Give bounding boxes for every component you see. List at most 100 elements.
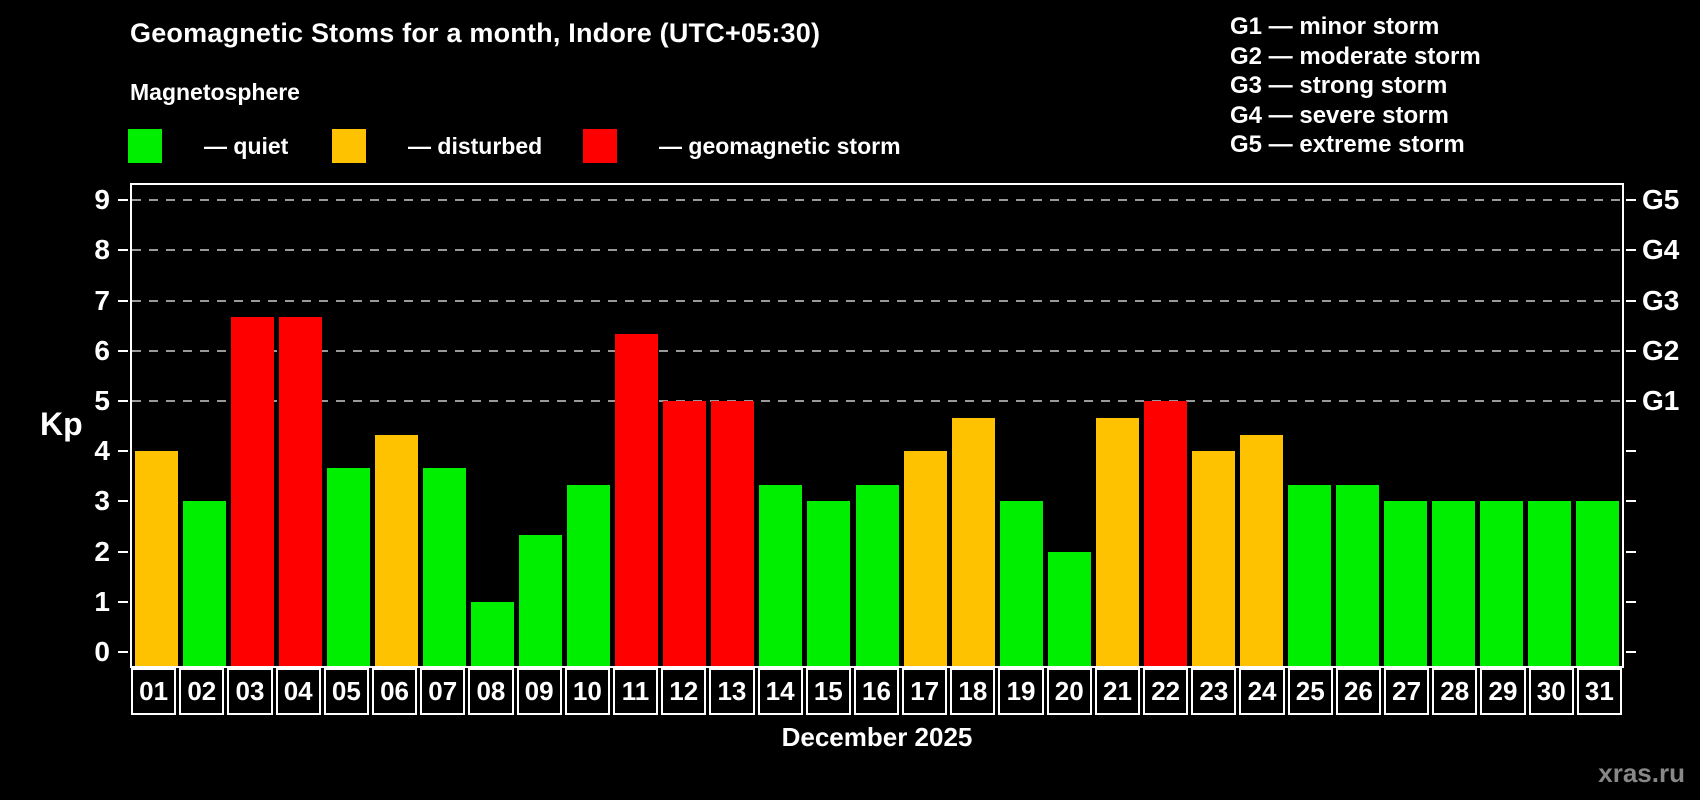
kp-axis-label: Kp	[40, 406, 83, 442]
right-axis-tick	[1626, 349, 1636, 352]
g-level-label: G2	[1642, 334, 1680, 366]
kp-bar-day-06	[374, 434, 418, 666]
legend-item-storm: — geomagnetic storm	[583, 128, 901, 164]
day-label-box: 28	[1432, 668, 1478, 715]
day-label-box: 16	[853, 668, 900, 715]
kp-bar-day-28	[1432, 501, 1476, 666]
right-axis-tick	[1626, 400, 1636, 402]
g-level-label: G5	[1642, 184, 1680, 216]
day-label-box: 19	[998, 668, 1044, 715]
y-axis-tick-label: 1	[94, 585, 110, 617]
day-label-box: 31	[1576, 668, 1622, 715]
kp-bar-day-15	[807, 501, 851, 666]
quiet-swatch-icon	[128, 129, 162, 163]
y-axis-tick-label: 7	[94, 284, 110, 316]
g-legend-line-g4: G4 — severe storm	[1230, 101, 1449, 129]
kp-bar-day-10	[567, 484, 611, 666]
kp-bar-day-02	[182, 501, 226, 666]
plot-area: 0 1 2 3 4 5 6 7 8 9 G1 G2 G3 G4 G5	[94, 183, 1679, 668]
right-axis-tick	[1626, 550, 1636, 553]
g-legend-line-g2: G2 — moderate storm	[1230, 42, 1481, 70]
day-label-box: 29	[1480, 668, 1526, 715]
y-axis-tick-label: 5	[94, 385, 110, 416]
magnetosphere-subtitle: Magnetosphere	[130, 79, 300, 105]
kp-bar-day-08	[470, 601, 514, 666]
g-level-label: G1	[1642, 385, 1680, 416]
month-label: December 2025	[781, 722, 973, 752]
g-scale-legend: G1 — minor storm G2 — moderate storm G3 …	[1230, 12, 1481, 160]
day-label-box: 25	[1287, 668, 1333, 715]
right-axis-tick	[1626, 651, 1636, 653]
day-axis: 01 02 03 04 05 06 07 08 09 10 11 12 13 14 15 16 17 18 19 20…	[130, 668, 1624, 715]
y-axis-tick	[118, 450, 128, 453]
day-label-box: 08	[468, 668, 514, 715]
kp-bar-day-04	[278, 317, 322, 666]
day-label-box: 07	[420, 668, 466, 715]
legend-item-label: — quiet	[204, 132, 289, 159]
right-axis-tick	[1626, 500, 1636, 503]
legend-item-label: — disturbed	[408, 132, 543, 159]
kp-bar-day-09	[519, 535, 563, 666]
kp-bar-day-29	[1480, 501, 1524, 666]
kp-bar-day-20	[1047, 551, 1091, 666]
day-label-box: 04	[275, 668, 321, 715]
day-label-box: 15	[805, 668, 851, 715]
y-axis-tick-label: 3	[94, 485, 110, 517]
kp-bar-day-03	[230, 317, 274, 666]
g-level-label: G3	[1642, 284, 1680, 316]
watermark: xras.ru	[1598, 758, 1685, 788]
disturbed-swatch-icon	[332, 129, 366, 163]
y-axis-tick	[118, 199, 128, 202]
y-axis-tick	[118, 500, 128, 503]
kp-bar-day-05	[326, 467, 370, 666]
day-label-box: 27	[1384, 668, 1430, 715]
kp-bar-day-17	[903, 451, 947, 666]
g-legend-line-g5: G5 — extreme storm	[1230, 131, 1465, 158]
y-axis-tick	[118, 349, 128, 352]
day-label-box: 17	[902, 668, 948, 715]
y-axis-tick-label: 8	[94, 234, 110, 266]
g-level-label: G4	[1642, 234, 1680, 266]
y-axis-tick-label: 0	[94, 636, 110, 667]
day-label-box: 14	[757, 668, 803, 715]
day-label-box: 11	[612, 668, 659, 715]
storm-swatch-icon	[583, 129, 617, 163]
g-legend-line-g3: G3 — strong storm	[1230, 72, 1448, 99]
g-legend-line-g1: G1 — minor storm	[1230, 13, 1440, 40]
y-axis-tick-label: 6	[94, 334, 110, 366]
gridline-kp-8	[132, 249, 1622, 252]
kp-bar-day-25	[1288, 484, 1332, 666]
y-axis-tick-label: 4	[94, 435, 110, 467]
kp-bar-day-16	[855, 484, 899, 666]
kp-bar-day-27	[1384, 501, 1428, 666]
y-axis-tick	[118, 550, 128, 553]
day-label-box: 22	[1143, 668, 1189, 715]
day-label-box: 06	[371, 668, 418, 715]
y-axis-tick	[118, 299, 128, 302]
y-axis-tick	[118, 651, 128, 653]
y-axis-tick-label: 2	[94, 535, 110, 567]
y-axis-tick	[118, 600, 128, 603]
kp-bar-day-26	[1336, 484, 1380, 666]
day-label-box: 20	[1046, 668, 1092, 715]
gridline-kp-7	[132, 299, 1622, 302]
kp-bar-day-07	[422, 467, 466, 666]
right-axis-tick	[1626, 450, 1636, 453]
day-label-box: 10	[564, 668, 610, 715]
right-axis-tick	[1626, 249, 1636, 252]
kp-bar-day-31	[1576, 501, 1620, 666]
legend-item-quiet: — quiet	[128, 128, 288, 164]
y-axis-tick	[118, 249, 128, 252]
y-axis-tick	[118, 400, 128, 402]
kp-bar-day-30	[1528, 501, 1572, 666]
gridline-kp-9	[132, 199, 1622, 202]
kp-bar-day-12	[663, 401, 707, 666]
right-axis-tick	[1626, 299, 1636, 302]
day-label-box: 23	[1191, 668, 1237, 715]
gridline-kp-5	[132, 400, 1622, 402]
day-label-box: 03	[227, 668, 273, 715]
day-label-box: 05	[323, 668, 369, 715]
day-label-box: 12	[661, 668, 707, 715]
day-label-box: 24	[1239, 668, 1285, 715]
day-label-box: 13	[709, 668, 755, 715]
